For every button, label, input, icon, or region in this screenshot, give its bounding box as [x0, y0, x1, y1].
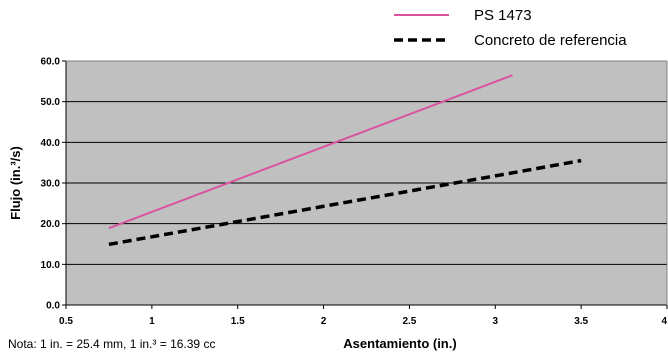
x-tick-label: 3	[493, 316, 499, 327]
legend: PS 1473 Concreto de referencia	[394, 7, 627, 49]
x-tick-label: 0.5	[59, 316, 73, 327]
y-tick-label: 10.0	[41, 260, 61, 271]
series-lines	[108, 74, 582, 247]
x-tick-label: 1	[149, 316, 155, 327]
y-tick-labels: 0.0 10.0 20.0 30.0 40.0 50.0 60.0	[41, 57, 61, 312]
series-line-concreto-de-referencia	[108, 158, 582, 247]
x-tick-label: 2.5	[402, 316, 416, 327]
y-tick-label: 40.0	[41, 138, 61, 149]
y-tick-label: 50.0	[41, 97, 61, 108]
x-tick-label: 3.5	[574, 316, 588, 327]
x-tick-label: 1.5	[231, 316, 245, 327]
y-tick-label: 60.0	[41, 57, 61, 68]
x-tick-label: 2	[321, 316, 327, 327]
units-note: Nota: 1 in. = 25.4 mm, 1 in.³ = 16.39 cc	[8, 337, 215, 351]
legend-label: PS 1473	[474, 7, 532, 24]
axes	[62, 60, 668, 309]
x-tick-labels: 0.5 1 1.5 2 2.5 3 3.5 4	[59, 316, 667, 327]
series-line-ps-1473	[108, 74, 513, 230]
legend-label: Concreto de referencia	[474, 32, 627, 49]
y-tick-label: 0.0	[46, 301, 60, 312]
y-tick-label: 30.0	[41, 179, 61, 190]
y-axis-title: Flujo (in.³/s)	[8, 146, 23, 220]
x-axis-title: Asentamiento (in.)	[343, 336, 456, 351]
y-tick-label: 20.0	[41, 219, 61, 230]
x-tick-label: 4	[661, 316, 667, 327]
